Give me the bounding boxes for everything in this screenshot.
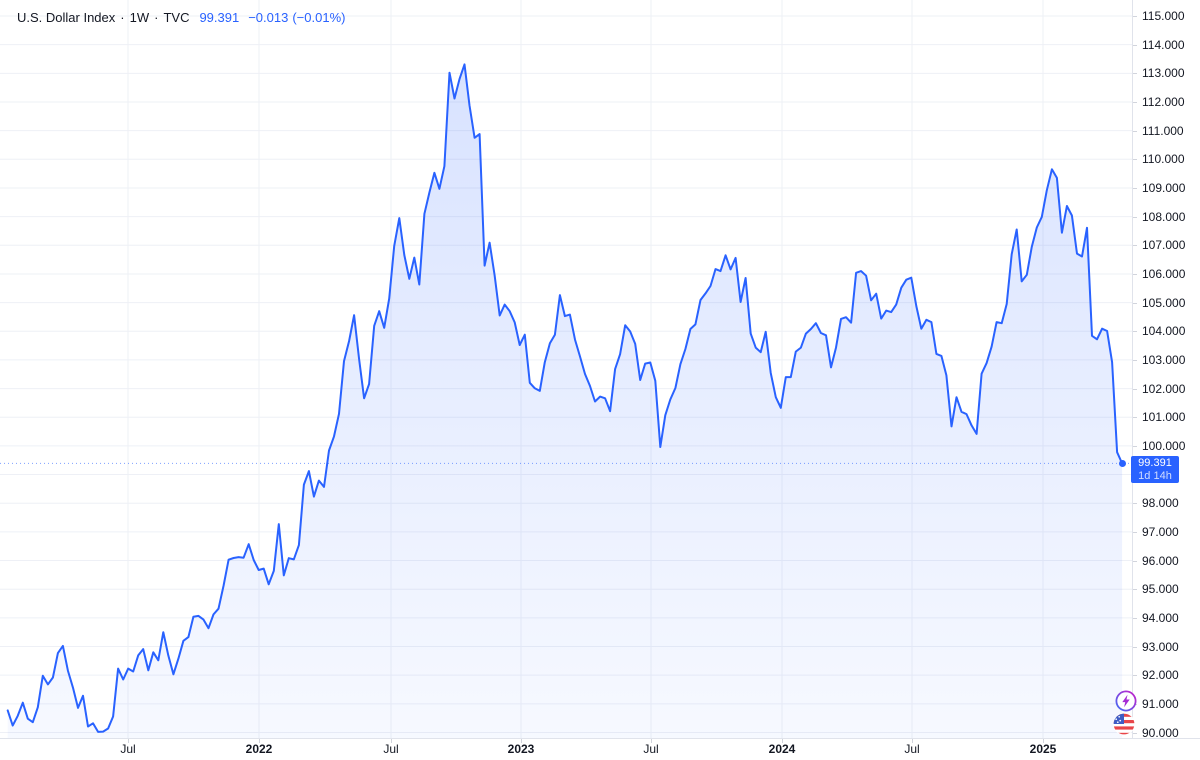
price-axis-tick: [1133, 359, 1137, 361]
price-axis-tick: [1133, 245, 1137, 247]
price-axis-tick: [1133, 417, 1137, 419]
price-axis-tick: [1133, 73, 1137, 75]
legend-change: −0.013: [248, 9, 289, 25]
legend-separator: ·: [154, 9, 159, 25]
price-axis-label: 103.000: [1142, 352, 1186, 367]
price-axis-tick: [1133, 388, 1137, 390]
price-axis-label: 115.000: [1142, 9, 1185, 23]
time-axis-tick: [782, 739, 783, 743]
price-axis-tick: [1133, 531, 1137, 533]
price-axis-label: 105.000: [1142, 295, 1186, 310]
time-axis-label: 2023: [507, 742, 535, 756]
badge-price: 99.391: [1138, 456, 1172, 469]
price-axis-tick: [1133, 159, 1137, 161]
price-axis-tick: [1133, 560, 1137, 562]
interval-label[interactable]: 1W: [129, 9, 150, 25]
price-axis-label: 90.000: [1142, 725, 1179, 740]
price-axis-tick: [1133, 617, 1137, 619]
price-axis-label: 96.000: [1142, 553, 1179, 568]
price-axis-tick: [1133, 44, 1137, 46]
price-axis-tick: [1133, 16, 1137, 17]
price-axis-label: 94.000: [1142, 610, 1179, 625]
price-axis-tick: [1133, 216, 1137, 218]
price-axis-label: 91.000: [1142, 696, 1179, 711]
price-axis-tick: [1133, 130, 1137, 132]
price-axis-tick: [1133, 589, 1137, 591]
price-axis-tick: [1133, 732, 1137, 734]
price-axis-label: 100.000: [1142, 438, 1186, 453]
price-axis-tick: [1133, 101, 1137, 103]
price-axis-label: 101.000: [1142, 410, 1186, 425]
price-axis-label: 95.000: [1142, 582, 1179, 597]
price-axis-label: 113.000: [1142, 66, 1185, 81]
time-axis-label: Jul: [643, 742, 659, 756]
time-axis-label: 2024: [768, 742, 796, 756]
price-axis-label: 104.000: [1142, 324, 1186, 339]
time-axis-tick: [391, 739, 392, 743]
price-axis-tick: [1133, 331, 1137, 333]
price-axis-label: 107.000: [1142, 238, 1186, 253]
time-axis-label: Jul: [383, 742, 399, 756]
price-axis-tick: [1133, 646, 1137, 648]
lightning-icon[interactable]: [1114, 689, 1138, 713]
time-axis[interactable]: Jul 2022 Jul 2023 Jul 2024 Jul 2025: [0, 738, 1200, 760]
price-axis-label: 114.000: [1142, 37, 1185, 52]
price-axis-tick: [1133, 445, 1137, 447]
last-price-badge[interactable]: 99.391 1d 14h: [1131, 455, 1179, 483]
price-chart-canvas[interactable]: [0, 0, 1132, 738]
symbol-legend: U.S. Dollar Index · 1W · TVC 99.391 −0.0…: [17, 8, 345, 26]
price-axis-tick: [1133, 273, 1137, 275]
price-axis-label: 111.000: [1142, 123, 1184, 138]
time-axis-tick: [128, 739, 129, 743]
time-axis-label: 2022: [245, 742, 273, 756]
us-flag-icon[interactable]: [1112, 712, 1136, 736]
price-axis-label: 93.000: [1142, 639, 1179, 654]
legend-last-price: 99.391: [199, 9, 240, 25]
price-axis-label: 106.000: [1142, 266, 1186, 281]
legend-separator: ·: [120, 9, 125, 25]
price-axis-tick: [1133, 187, 1137, 189]
price-axis-label: 98.000: [1142, 496, 1179, 511]
time-axis-tick: [651, 739, 652, 743]
price-axis-label: 108.000: [1142, 209, 1186, 224]
price-axis[interactable]: 115.000 114.000 113.000 112.000 111.000 110.0…: [1132, 0, 1200, 760]
time-axis-tick: [521, 739, 522, 743]
time-axis-label: 2025: [1029, 742, 1057, 756]
time-axis-label: Jul: [904, 742, 920, 756]
symbol-title[interactable]: U.S. Dollar Index: [17, 9, 116, 25]
price-axis-label: 102.000: [1142, 381, 1186, 396]
price-axis-label: 97.000: [1142, 524, 1179, 539]
price-axis-label: 92.000: [1142, 668, 1179, 683]
price-axis-tick: [1133, 503, 1137, 505]
price-axis-label: 110.000: [1142, 152, 1185, 167]
price-axis-label: 109.000: [1142, 180, 1186, 195]
price-axis-label: 112.000: [1142, 94, 1185, 109]
price-axis-tick: [1133, 675, 1137, 677]
time-axis-label: Jul: [120, 742, 136, 756]
last-point-marker: [1118, 459, 1126, 467]
time-axis-tick: [259, 739, 260, 743]
time-axis-tick: [1043, 739, 1044, 743]
badge-countdown: 1d 14h: [1138, 469, 1172, 482]
price-axis-tick: [1133, 302, 1137, 304]
time-axis-tick: [912, 739, 913, 743]
exchange-label[interactable]: TVC: [163, 9, 190, 25]
legend-change-percent: (−0.01%): [292, 9, 346, 25]
